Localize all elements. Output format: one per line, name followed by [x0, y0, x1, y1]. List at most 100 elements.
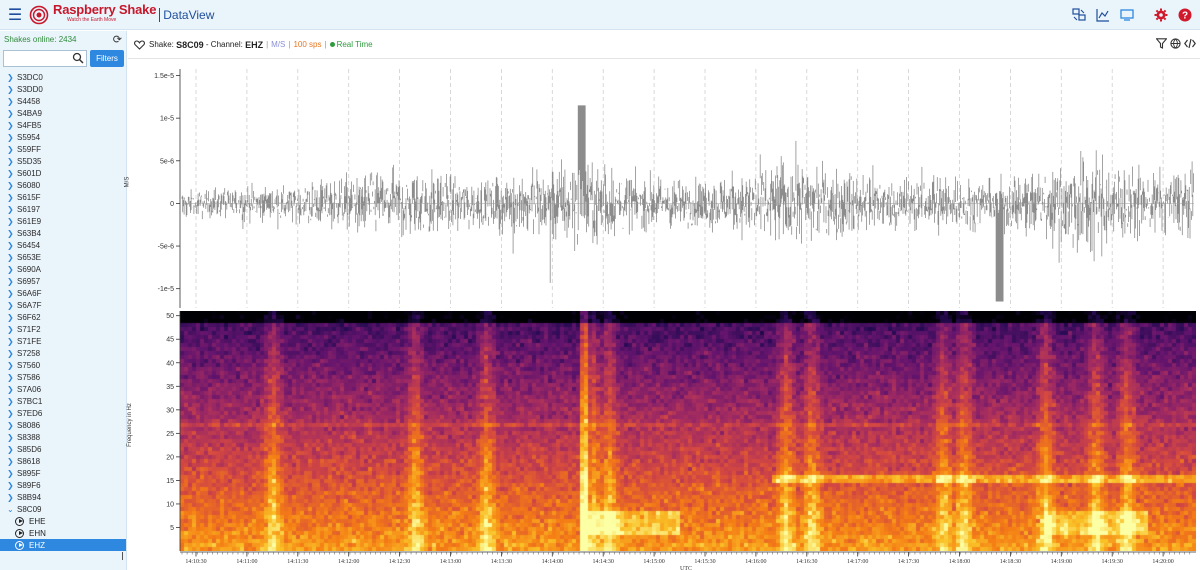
shake-item-label: S653E [17, 252, 42, 262]
shake-item[interactable]: ❯ S6080 [0, 179, 126, 191]
filter-icon[interactable] [1156, 38, 1167, 49]
top-bar: ☰ Raspberry Shake Watch the Earth Move D… [0, 0, 1200, 30]
shake-item[interactable]: ❯ S7258 [0, 347, 126, 359]
shake-item[interactable]: ❯ S7ED6 [0, 407, 126, 419]
spectrogram-x-tick-label: 14:11:30 [287, 559, 308, 565]
settings-gear-icon[interactable] [1152, 6, 1170, 24]
shake-item[interactable]: ❯ S6957 [0, 275, 126, 287]
spectrogram-y-tick-label: 50 [166, 313, 174, 320]
shake-item[interactable]: ❯ S4FB5 [0, 119, 126, 131]
waveform-plot[interactable]: 1.5e-5 1e-5 5e-6 0 -5e-6 -1e-5 [128, 67, 1200, 310]
globe-settings-icon[interactable] [1170, 38, 1181, 49]
play-icon [15, 516, 24, 526]
shake-item-label: S3DC0 [17, 72, 43, 82]
shake-item[interactable]: ❯ S615F [0, 191, 126, 203]
raspberry-shake-logo-icon[interactable] [29, 5, 49, 25]
shake-item-label: S63B4 [17, 228, 42, 238]
shake-item[interactable]: ❯ S895F [0, 467, 126, 479]
spectrogram-heatmap[interactable] [180, 311, 1196, 551]
shake-item-label: S601D [17, 168, 42, 178]
shake-item-label: S7ED6 [17, 408, 43, 418]
shake-item-label: S8086 [17, 420, 41, 430]
hamburger-menu-icon[interactable]: ☰ [7, 6, 23, 24]
shake-item[interactable]: ❯ S71F2 [0, 323, 126, 335]
chevron-right-icon: ❯ [7, 384, 14, 394]
channel-item-ehz[interactable]: EHZ [0, 539, 126, 551]
shake-item-label: S6080 [17, 180, 41, 190]
shake-item-label: S85D6 [17, 444, 42, 454]
shake-item[interactable]: ❯ S653E [0, 251, 126, 263]
chevron-right-icon: ❯ [7, 180, 14, 190]
chevron-right-icon: ❯ [7, 216, 14, 226]
shake-item[interactable]: ❯ S7BC1 [0, 395, 126, 407]
shake-item[interactable]: ❯ S71FE [0, 335, 126, 347]
spectrogram-x-axis-label: UTC [680, 566, 692, 570]
chevron-right-icon: ❯ [7, 132, 14, 142]
spectrogram-chart[interactable]: Frequency in Hz 50 45 40 35 30 25 20 15 10 5 14:10… [127, 310, 1200, 570]
shake-item[interactable]: ❯ S4458 [0, 95, 126, 107]
spectrogram-y-tick-label: 20 [166, 454, 174, 461]
shake-item[interactable]: ❯ S6F62 [0, 311, 126, 323]
shake-item-label: S4BA9 [17, 108, 42, 118]
shake-item[interactable]: ❯ S3DC0 [0, 71, 126, 83]
shake-item[interactable]: ❯ S6197 [0, 203, 126, 215]
search-input[interactable] [4, 53, 74, 69]
favorite-heart-icon[interactable] [134, 39, 145, 50]
chart-icon[interactable] [1094, 6, 1112, 24]
shake-item-label: S7586 [17, 372, 41, 382]
monitor-icon[interactable] [1118, 6, 1136, 24]
channel-item-ehe[interactable]: EHE [0, 515, 126, 527]
shake-item[interactable]: ❯ S8618 [0, 455, 126, 467]
shake-item[interactable]: ❯ S6A7F [0, 299, 126, 311]
shake-item[interactable]: ❯ S89F6 [0, 479, 126, 491]
spectrogram-x-tick-label: 14:14:30 [593, 559, 614, 565]
station-compare-icon[interactable] [1070, 6, 1088, 24]
shake-item-label: S7BC1 [17, 396, 43, 406]
shake-item[interactable]: ❯ S85D6 [0, 443, 126, 455]
shake-item[interactable]: ❯ S7560 [0, 359, 126, 371]
shake-item[interactable]: ❯ S8086 [0, 419, 126, 431]
shake-item[interactable]: ❯ S6454 [0, 239, 126, 251]
waveform-series-line [181, 105, 1194, 302]
shake-item[interactable]: ❯ S59FF [0, 143, 126, 155]
title-divider [159, 7, 161, 22]
spectrogram-x-tick-label: 14:16:00 [745, 559, 766, 565]
channel-item-ehn[interactable]: EHN [0, 527, 126, 539]
shake-item[interactable]: ❯ S8B94 [0, 491, 126, 503]
search-icon[interactable] [72, 52, 84, 64]
shake-item[interactable]: ❯ S5954 [0, 131, 126, 143]
shake-item[interactable]: ❯ S4BA9 [0, 107, 126, 119]
spectrogram-y-tick-label: 35 [166, 384, 174, 391]
shake-item[interactable]: ❯ S7586 [0, 371, 126, 383]
shake-item-expanded[interactable]: ⌄ S8C09 [0, 503, 126, 515]
chevron-right-icon: ❯ [7, 420, 14, 430]
spectrogram-x-tick-label: 14:16:30 [796, 559, 817, 565]
channel-item-label: EHZ [29, 540, 45, 550]
waveform-y-tick-label: 1e-5 [160, 116, 174, 123]
shake-item[interactable]: ❯ S63B4 [0, 227, 126, 239]
shake-item[interactable]: ❯ S61E9 [0, 215, 126, 227]
chevron-right-icon: ❯ [7, 96, 14, 106]
sidebar: Shakes online: 2434 ⟳ Filters ❯ S3DC0 ❯ S3D… [0, 31, 127, 570]
channel-item-label: EHE [29, 516, 46, 526]
refresh-icon[interactable]: ⟳ [112, 34, 122, 46]
shake-item[interactable]: ❯ S7A06 [0, 383, 126, 395]
shake-item[interactable]: ❯ S3DD0 [0, 83, 126, 95]
brand[interactable]: Raspberry Shake Watch the Earth Move [53, 3, 156, 25]
shake-item[interactable]: ❯ S601D [0, 167, 126, 179]
chevron-right-icon: ❯ [7, 360, 14, 370]
embed-code-icon[interactable] [1184, 38, 1196, 49]
waveform-y-tick-label: -5e-6 [158, 244, 174, 251]
chevron-right-icon: ❯ [7, 312, 14, 322]
shake-item[interactable]: ❯ S8388 [0, 431, 126, 443]
shake-item[interactable]: ❯ S5D35 [0, 155, 126, 167]
waveform-chart[interactable]: M/S 1.5e-5 1e-5 5e-6 0 -5e-6 -1e-5 [124, 67, 1200, 310]
filters-button[interactable]: Filters [90, 49, 124, 67]
shake-item[interactable]: ❯ S6A6F [0, 287, 126, 299]
help-icon[interactable]: ? [1176, 6, 1194, 24]
shake-item-label: S61E9 [17, 216, 42, 226]
chevron-right-icon: ❯ [7, 228, 14, 238]
shake-item[interactable]: ❯ S690A [0, 263, 126, 275]
chevron-right-icon: ❯ [7, 492, 14, 502]
realtime-status: Real Time [336, 40, 373, 49]
